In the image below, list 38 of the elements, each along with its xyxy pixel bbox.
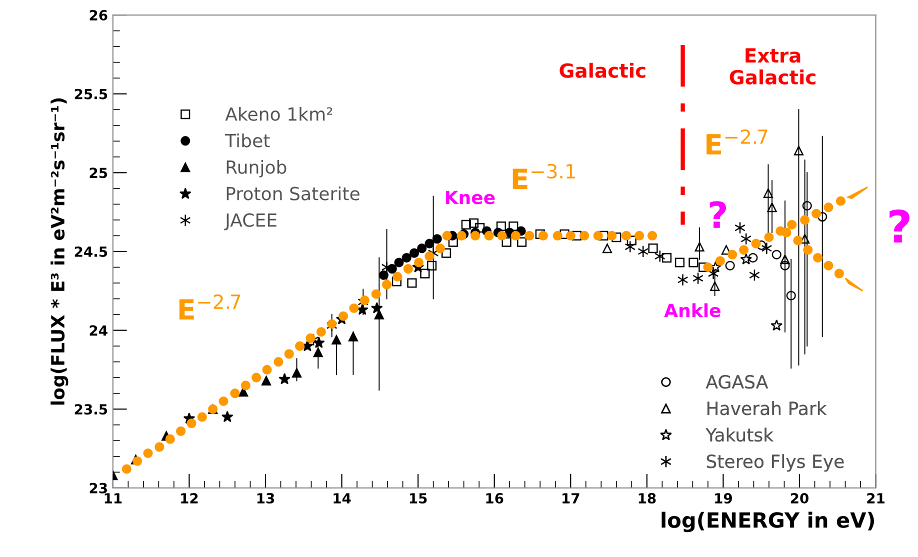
y-tick-label: 25.5	[74, 88, 108, 100]
text: ?	[890, 209, 910, 242]
annotation: E$^{−2.7}$	[706, 129, 768, 154]
annotation: Galactic	[560, 62, 646, 78]
x-axis-title: log(ENERGY in eV)	[662, 512, 874, 532]
annotation: Knee	[446, 190, 495, 204]
y-tick-label: 23.5	[74, 404, 108, 415]
annotation: Ankle	[664, 303, 720, 318]
x-tick-label: 14	[334, 493, 351, 504]
annotation: Extra Galactic	[730, 48, 816, 85]
legend-label: AGASA	[706, 375, 768, 389]
legend-label: Yakutsk	[706, 428, 774, 442]
x-tick-label: 18	[638, 493, 656, 504]
y-tick-label: 25	[90, 168, 108, 178]
legend-label: Proton Saterite	[226, 186, 360, 200]
annotation: E$^{−2.7}$	[179, 294, 240, 320]
x-tick-label: 11	[104, 493, 122, 504]
legend-label: Tibet	[225, 133, 270, 148]
y-tick-label: 24.5	[74, 246, 108, 257]
y-tick-label: 23	[90, 482, 107, 494]
x-tick-label: 12	[181, 493, 198, 504]
legend-label: JACEE	[224, 213, 276, 230]
legend-label: Runjob	[226, 160, 286, 178]
x-tick-label: 21	[867, 493, 884, 504]
y-tick-label: 24	[90, 325, 108, 336]
x-tick-label: 13	[257, 493, 274, 504]
x-tick-label: 19	[715, 493, 732, 504]
legend-label: Stereo Flys Eye	[706, 454, 844, 472]
annotation: E$^{−3.1}$	[512, 164, 575, 189]
y-tick-label: 26	[90, 10, 108, 21]
x-tick-label: 15	[410, 493, 427, 504]
x-tick-label: 17	[562, 493, 580, 504]
legend-label: Haverah Park	[707, 401, 827, 416]
x-tick-label: 16	[486, 493, 504, 504]
legend-label: Akeno 1km²	[225, 106, 332, 121]
y-axis-title: log(FLUX * E³ in eV²m⁻²s⁻¹sr⁻¹)	[50, 98, 68, 405]
annotation: ?	[710, 201, 726, 228]
x-tick-label: 20	[790, 493, 808, 504]
